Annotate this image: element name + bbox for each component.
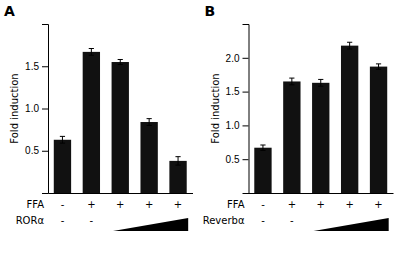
y-tick-mark: [243, 125, 249, 126]
error-bar: [89, 49, 94, 56]
y-tick-mark: [42, 151, 48, 152]
y-tick: 0.5: [226, 154, 249, 165]
error-bar: [175, 157, 180, 165]
bar: [254, 148, 271, 193]
error-bar: [289, 78, 294, 85]
y-tick: 1.5: [226, 86, 249, 97]
y-tick-label: 1.5: [226, 86, 240, 97]
x-axis-line: [49, 193, 194, 194]
y-tick: 1.0: [25, 103, 48, 114]
error-bar: [376, 64, 381, 69]
error-bar: [60, 136, 65, 143]
plot-area: [54, 49, 187, 193]
row-symbol: +: [116, 199, 124, 210]
chart: 0.51.01.5AFold inductionFFA-++++RORα--0.…: [0, 0, 401, 263]
y-tick-label: 2.0: [226, 53, 240, 64]
row-label: FFA: [27, 199, 45, 210]
y-axis-line: [42, 25, 49, 194]
y-axis-line: [243, 25, 250, 194]
y-tick-label: 1.5: [25, 61, 39, 72]
dose-wedge: [314, 218, 389, 231]
error-bar: [347, 42, 352, 49]
row-label: FFA: [227, 199, 245, 210]
y-tick-label: 1.0: [25, 103, 39, 114]
y-axis: 0.5 1.0 1.5 2.0: [226, 25, 249, 194]
y-axis-title: Fold induction: [9, 73, 20, 143]
panel-label: A: [4, 3, 15, 19]
y-tick-mark: [42, 66, 48, 67]
row-label: RORα: [16, 215, 45, 226]
y-tick-label: 0.5: [226, 154, 240, 165]
row-symbol: -: [290, 215, 294, 226]
y-tick: 2.0: [226, 53, 249, 64]
row-symbol: +: [174, 199, 182, 210]
row-symbol: +: [145, 199, 153, 210]
y-tick-mark: [42, 109, 48, 110]
y-tick: 1.5: [25, 61, 48, 72]
row-symbol: +: [317, 199, 325, 210]
panel: 0.5 1.0 1.5 2.0 B Fold induction FFA - + + + + Rever…: [203, 3, 394, 231]
error-bar: [118, 59, 123, 64]
y-tick: 1.0: [226, 120, 249, 131]
panel-label: B: [205, 3, 216, 19]
error-bar: [147, 119, 152, 126]
y-tick-label: 0.5: [25, 145, 39, 156]
panel: 0.5 1.0 1.5 A Fold induction FFA - + + + + RORα - -: [4, 3, 193, 231]
row-symbol: -: [261, 215, 265, 226]
bar: [283, 81, 300, 193]
row-label: Reverbα: [203, 215, 245, 226]
bar: [169, 161, 186, 193]
y-axis: 0.5 1.0 1.5: [25, 25, 48, 194]
error-bar: [260, 145, 265, 150]
plot-area: [254, 42, 387, 193]
bar: [54, 140, 71, 193]
row-symbol: -: [90, 215, 94, 226]
row-symbol: -: [261, 199, 265, 210]
bar: [370, 67, 387, 193]
bar: [83, 52, 100, 193]
y-tick-mark: [243, 58, 249, 59]
bar: [312, 83, 329, 193]
x-axis-line: [249, 193, 394, 194]
y-tick-mark: [243, 92, 249, 93]
row-symbol: -: [61, 215, 65, 226]
row-symbol: +: [87, 199, 95, 210]
row-symbol: +: [288, 199, 296, 210]
bar: [341, 46, 358, 193]
row-symbol: -: [61, 199, 65, 210]
bar: [140, 122, 157, 193]
bar: [112, 62, 129, 193]
row-symbol: +: [374, 199, 382, 210]
y-tick-mark: [243, 159, 249, 160]
y-tick-label: 1.0: [226, 120, 240, 131]
y-tick: 0.5: [25, 145, 48, 156]
error-bar: [318, 79, 323, 86]
dose-wedge: [113, 218, 188, 231]
y-axis-title: Fold induction: [210, 73, 221, 143]
row-symbol: +: [345, 199, 353, 210]
